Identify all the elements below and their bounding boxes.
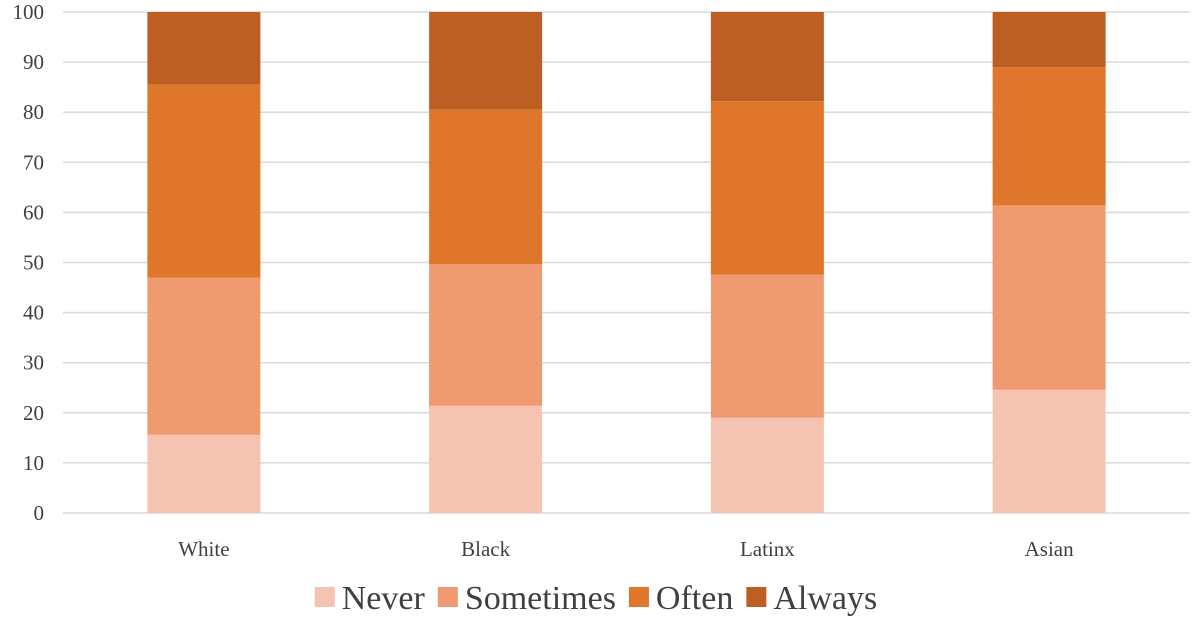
bar-segment-sometimes-asian [992, 205, 1106, 390]
y-tick-label: 10 [23, 451, 44, 475]
y-tick-label: 60 [23, 200, 44, 224]
bar-segment-always-asian [992, 12, 1106, 68]
bar-segment-sometimes-black [429, 264, 543, 406]
x-category-label: White [178, 537, 229, 561]
y-tick-label: 70 [23, 150, 44, 174]
bar-segment-often-white [147, 84, 261, 278]
x-category-label: Black [461, 537, 510, 561]
legend-swatch-often [628, 587, 649, 607]
y-tick-label: 90 [23, 50, 44, 74]
legend-swatch-always [746, 587, 767, 607]
legend-label-never: Never [342, 580, 426, 617]
y-tick-label: 30 [23, 351, 44, 375]
bar-segment-always-latinx [710, 12, 824, 102]
legend-label-often: Often [656, 580, 733, 617]
legend-swatch-never [314, 587, 335, 607]
legend-swatch-sometimes [437, 587, 458, 607]
y-tick-label: 40 [23, 301, 44, 325]
bar-segment-never-asian [992, 389, 1106, 513]
y-tick-label: 50 [23, 251, 44, 275]
legend-label-always: Always [773, 580, 877, 617]
y-tick-label: 20 [23, 401, 44, 425]
bar-segment-never-latinx [710, 417, 824, 513]
bar-segment-always-white [147, 12, 261, 85]
bar-segment-often-asian [992, 67, 1106, 206]
bar-segment-never-white [147, 434, 261, 513]
y-tick-label: 100 [13, 0, 45, 24]
y-axis-ticks: 0 10 20 30 40 50 60 70 80 90 100 [13, 0, 45, 525]
legend: Never Sometimes Often Always [314, 580, 877, 617]
bar-segment-always-black [429, 12, 543, 110]
bar-segment-never-black [429, 405, 543, 513]
x-category-label: Latinx [740, 537, 795, 561]
x-axis-categories: White Black Latinx Asian [178, 537, 1074, 561]
bar-segment-often-latinx [710, 101, 824, 275]
x-category-label: Asian [1025, 537, 1074, 561]
bar-segment-sometimes-white [147, 277, 261, 435]
y-tick-label: 0 [34, 501, 45, 525]
bar-segment-often-black [429, 109, 543, 265]
bars [147, 12, 1106, 513]
y-tick-label: 80 [23, 100, 44, 124]
bar-segment-sometimes-latinx [710, 274, 824, 418]
legend-label-sometimes: Sometimes [465, 580, 616, 617]
